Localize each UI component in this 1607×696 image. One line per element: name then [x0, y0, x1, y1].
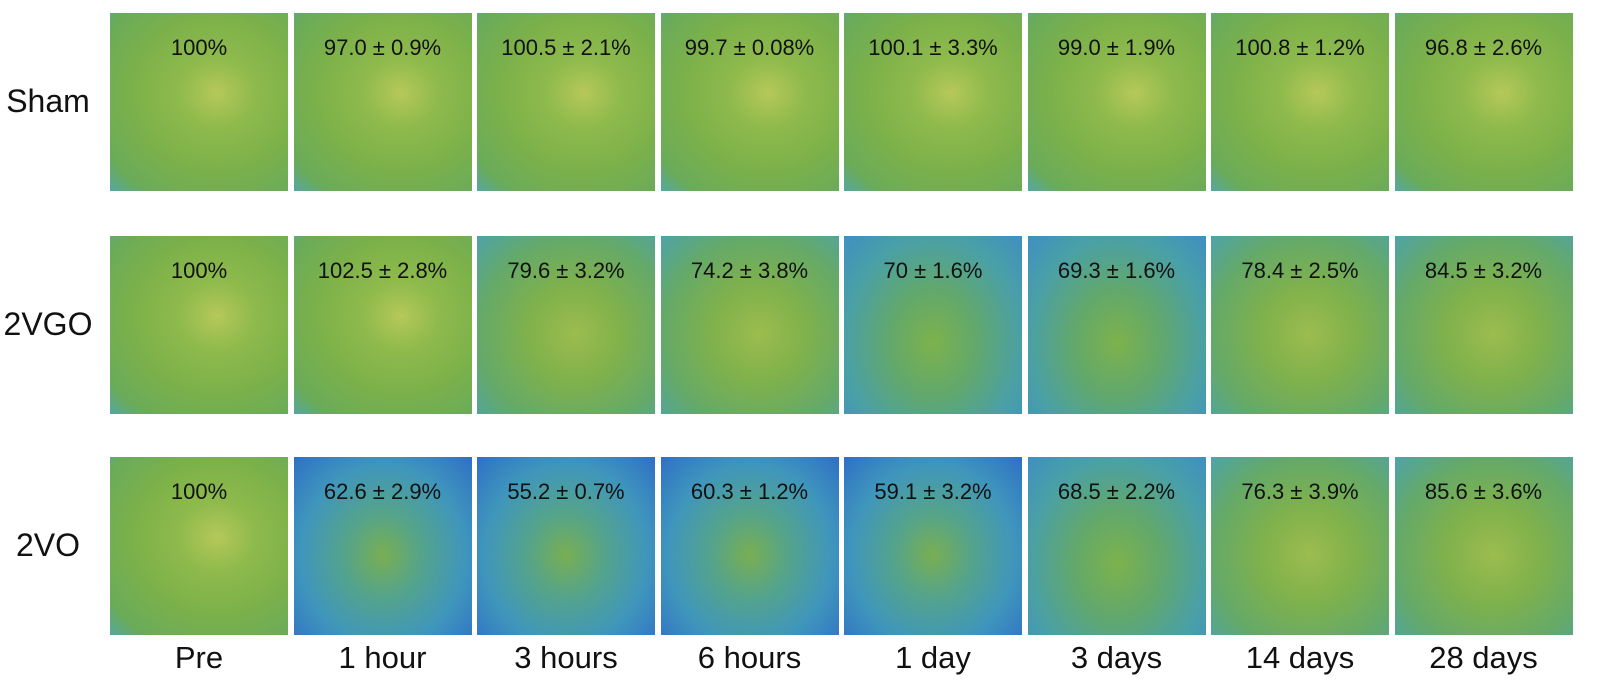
- cell-value: 78.4 ± 2.5%: [1211, 258, 1389, 284]
- image-tile: 96.8 ± 2.6%: [1395, 13, 1573, 191]
- cell-value: 100%: [110, 35, 288, 61]
- cell-value: 84.5 ± 3.2%: [1395, 258, 1573, 284]
- image-tile: 100.1 ± 3.3%: [844, 13, 1022, 191]
- image-tile: 68.5 ± 2.2%: [1028, 457, 1206, 635]
- cell-value: 69.3 ± 1.6%: [1028, 258, 1206, 284]
- cell-value: 100%: [110, 258, 288, 284]
- column-label: 1 day: [844, 640, 1022, 676]
- image-tile: 74.2 ± 3.8%: [661, 236, 839, 414]
- cell-value: 59.1 ± 3.2%: [844, 479, 1022, 505]
- cell-value: 70 ± 1.6%: [844, 258, 1022, 284]
- image-tile: 99.0 ± 1.9%: [1028, 13, 1206, 191]
- cell-value: 74.2 ± 3.8%: [661, 258, 839, 284]
- column-label: 28 days: [1395, 640, 1573, 676]
- column-label: 6 hours: [661, 640, 839, 676]
- image-tile: 100%: [110, 13, 288, 191]
- image-tile: 79.6 ± 3.2%: [477, 236, 655, 414]
- image-tile: 76.3 ± 3.9%: [1211, 457, 1389, 635]
- column-label: 3 days: [1028, 640, 1206, 676]
- row-label: 2VO: [0, 527, 96, 564]
- image-tile: 99.7 ± 0.08%: [661, 13, 839, 191]
- image-tile: 97.0 ± 0.9%: [294, 13, 472, 191]
- cell-value: 100.8 ± 1.2%: [1211, 35, 1389, 61]
- image-tile: 85.6 ± 3.6%: [1395, 457, 1573, 635]
- cell-value: 55.2 ± 0.7%: [477, 479, 655, 505]
- cell-value: 96.8 ± 2.6%: [1395, 35, 1573, 61]
- cell-value: 76.3 ± 3.9%: [1211, 479, 1389, 505]
- image-tile: 70 ± 1.6%: [844, 236, 1022, 414]
- cell-value: 100%: [110, 479, 288, 505]
- image-tile: 78.4 ± 2.5%: [1211, 236, 1389, 414]
- cell-value: 99.7 ± 0.08%: [661, 35, 839, 61]
- cell-value: 62.6 ± 2.9%: [294, 479, 472, 505]
- cell-value: 100.1 ± 3.3%: [844, 35, 1022, 61]
- cell-value: 60.3 ± 1.2%: [661, 479, 839, 505]
- cell-value: 85.6 ± 3.6%: [1395, 479, 1573, 505]
- cell-value: 97.0 ± 0.9%: [294, 35, 472, 61]
- cell-value: 99.0 ± 1.9%: [1028, 35, 1206, 61]
- column-label: 3 hours: [477, 640, 655, 676]
- column-label: 14 days: [1211, 640, 1389, 676]
- image-tile: 69.3 ± 1.6%: [1028, 236, 1206, 414]
- row-label: 2VGO: [0, 306, 96, 343]
- image-tile: 100%: [110, 457, 288, 635]
- image-tile: 100%: [110, 236, 288, 414]
- column-label: Pre: [110, 640, 288, 676]
- image-tile: 100.5 ± 2.1%: [477, 13, 655, 191]
- image-tile: 62.6 ± 2.9%: [294, 457, 472, 635]
- image-tile: 59.1 ± 3.2%: [844, 457, 1022, 635]
- image-tile: 102.5 ± 2.8%: [294, 236, 472, 414]
- figure: Sham100%97.0 ± 0.9%100.5 ± 2.1%99.7 ± 0.…: [0, 0, 1607, 696]
- cell-value: 100.5 ± 2.1%: [477, 35, 655, 61]
- cell-value: 102.5 ± 2.8%: [294, 258, 472, 284]
- column-label: 1 hour: [294, 640, 472, 676]
- row-label: Sham: [0, 83, 96, 120]
- image-tile: 84.5 ± 3.2%: [1395, 236, 1573, 414]
- image-tile: 100.8 ± 1.2%: [1211, 13, 1389, 191]
- cell-value: 79.6 ± 3.2%: [477, 258, 655, 284]
- cell-value: 68.5 ± 2.2%: [1028, 479, 1206, 505]
- image-tile: 55.2 ± 0.7%: [477, 457, 655, 635]
- image-tile: 60.3 ± 1.2%: [661, 457, 839, 635]
